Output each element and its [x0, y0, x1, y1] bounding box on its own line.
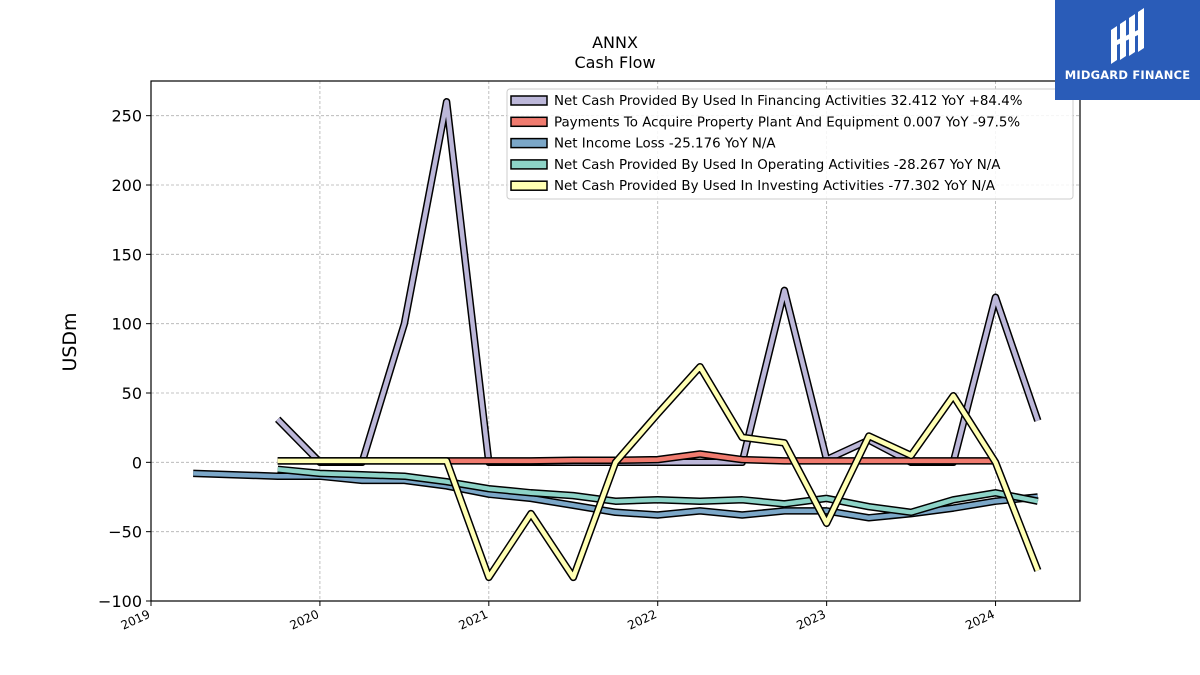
legend-swatch-3	[510, 137, 548, 149]
y-tick-label: 100	[111, 315, 142, 334]
logo-text: MIDGARD FINANCE	[1064, 68, 1191, 82]
y-tick-label: 250	[111, 107, 142, 126]
chart-title: ANNX	[592, 33, 638, 52]
y-tick-label: 50	[122, 384, 142, 403]
plot-frame	[150, 80, 1081, 602]
legend: Net Cash Provided By Used In Financing A…	[506, 88, 1074, 200]
series-lines	[193, 98, 1042, 582]
legend-label-5: Net Cash Provided By Used In Investing A…	[554, 179, 996, 194]
legend-swatch-5	[510, 180, 548, 191]
legend-swatch-4	[510, 159, 548, 170]
legend-label-4: Net Cash Provided By Used In Operating A…	[554, 158, 1001, 173]
y-axis-label: USDm	[59, 312, 81, 371]
y-tick-label: 200	[111, 176, 142, 195]
chart-subtitle: Cash Flow	[574, 53, 655, 72]
legend-label-1: Net Cash Provided By Used In Financing A…	[554, 94, 1022, 109]
legend-swatch-2	[510, 116, 548, 128]
series-line-4	[277, 467, 1039, 515]
legend-box	[506, 88, 1074, 200]
y-tick-label: −50	[108, 523, 142, 542]
y-tick-label: 150	[111, 245, 142, 264]
y-tick-label: −100	[98, 592, 142, 611]
legend-swatch-1	[510, 95, 548, 106]
logo-mark-icon	[1111, 8, 1144, 64]
legend-label-3: Net Income Loss -25.176 YoY N/A	[554, 137, 776, 152]
legend-label-2: Payments To Acquire Property Plant And E…	[554, 115, 1020, 130]
series-line-5	[277, 364, 1040, 580]
midgard-finance-logo: MIDGARD FINANCE	[1055, 0, 1200, 100]
y-tick-label: 0	[132, 453, 142, 472]
